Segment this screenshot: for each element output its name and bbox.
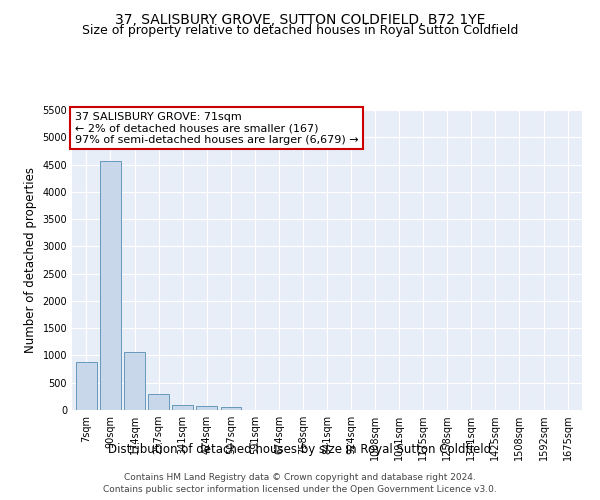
Bar [148,394,169,410]
Bar [196,406,217,410]
Text: 37, SALISBURY GROVE, SUTTON COLDFIELD, B72 1YE: 37, SALISBURY GROVE, SUTTON COLDFIELD, B… [115,12,485,26]
Bar [221,406,241,410]
Bar [172,405,193,410]
Bar [76,362,97,410]
Bar [124,352,145,410]
Text: Contains public sector information licensed under the Open Government Licence v3: Contains public sector information licen… [103,485,497,494]
Bar [100,162,121,410]
Text: 37 SALISBURY GROVE: 71sqm
← 2% of detached houses are smaller (167)
97% of semi-: 37 SALISBURY GROVE: 71sqm ← 2% of detach… [74,112,358,144]
Text: Contains HM Land Registry data © Crown copyright and database right 2024.: Contains HM Land Registry data © Crown c… [124,472,476,482]
Text: Size of property relative to detached houses in Royal Sutton Coldfield: Size of property relative to detached ho… [82,24,518,37]
Y-axis label: Number of detached properties: Number of detached properties [24,167,37,353]
Text: Distribution of detached houses by size in Royal Sutton Coldfield: Distribution of detached houses by size … [109,442,491,456]
